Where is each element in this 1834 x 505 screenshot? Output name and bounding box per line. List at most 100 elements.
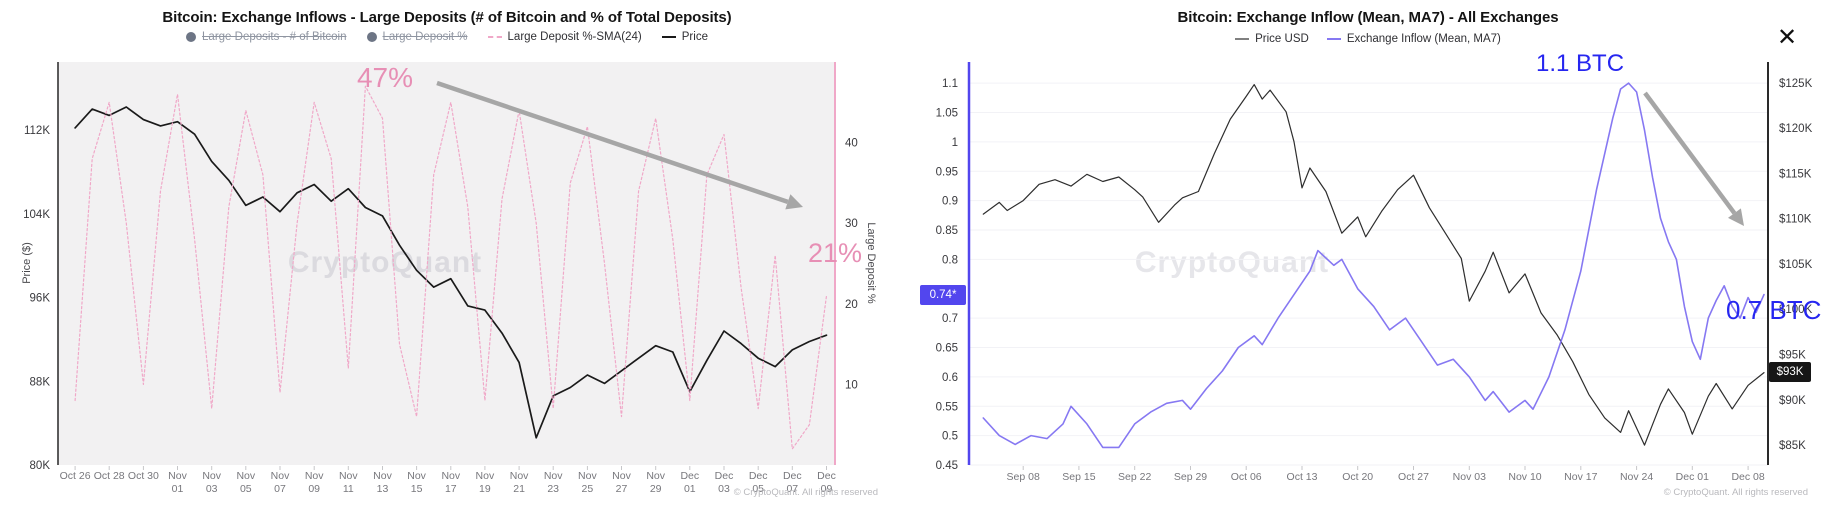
legend-item-price-usd[interactable]: Price USD [1235, 33, 1309, 45]
y-tick-label: 1.1 [942, 78, 958, 90]
x-tick-label: 05 [752, 483, 764, 495]
x-tick-label: Nov [407, 470, 426, 482]
x-tick-label: Nov [476, 470, 495, 482]
y-tick-label: 96K [30, 293, 51, 305]
y-tick-label: 0.6 [942, 372, 958, 384]
close-icon[interactable]: ✕ [1776, 23, 1798, 51]
legend-label: Price [681, 31, 708, 43]
x-tick-label: Nov [202, 470, 221, 482]
legend-dashed-line-icon [487, 36, 502, 38]
legend-label: Large Deposits - # of Bitcoin [202, 31, 347, 43]
trend-arrow [1643, 91, 1737, 215]
y-tick-label: 112K [24, 125, 50, 137]
y-tick-label: $110K [1779, 214, 1812, 226]
x-tick-label: 11 [343, 483, 354, 495]
annotation-1-1-btc: 1.1 BTC [1536, 50, 1625, 77]
x-tick-label: Oct 13 [1287, 471, 1318, 483]
y-tick-label: $120K [1779, 123, 1813, 135]
x-tick-label: Nov [612, 470, 631, 482]
y-tick-label: $105K [1779, 259, 1813, 271]
legend-item-exchange-inflow[interactable]: Exchange Inflow (Mean, MA7) [1326, 33, 1501, 45]
x-tick-label: Nov [510, 470, 529, 482]
series-exchange-inflow-ma7 [982, 82, 1765, 449]
y-axis-title-right: Large Deposit % [865, 222, 877, 304]
x-tick-label: Oct 26 [60, 470, 91, 482]
legend-item-large-deposit-sma[interactable]: Large Deposit %-SMA(24) [487, 31, 642, 43]
chart-title-large-deposits: Bitcoin: Exchange Inflows - Large Deposi… [162, 9, 732, 26]
trend-arrow-head [785, 194, 803, 210]
x-tick-label: Nov [271, 470, 290, 482]
legend-item-large-deposits-count[interactable]: Large Deposits - # of Bitcoin [186, 31, 347, 43]
x-tick-label: Nov [339, 470, 358, 482]
x-tick-label: 07 [274, 483, 286, 495]
x-tick-label: Oct 30 [128, 470, 159, 482]
legend-label: Large Deposit %-SMA(24) [507, 31, 642, 43]
x-tick-label: 03 [718, 483, 730, 495]
x-tick-label: Nov [305, 470, 324, 482]
y-tick-label: 20 [845, 299, 858, 311]
x-tick-label: Nov [578, 470, 597, 482]
x-tick-label: Nov 03 [1453, 471, 1486, 483]
x-tick-label: 01 [684, 483, 696, 495]
x-tick-label: Dec [783, 470, 802, 482]
x-tick-label: 07 [786, 483, 798, 495]
legend-line-icon [661, 36, 676, 38]
legend-label: Exchange Inflow (Mean, MA7) [1346, 33, 1501, 45]
legend-line-icon [1235, 38, 1250, 40]
x-tick-label: 25 [582, 483, 594, 495]
x-tick-label: Sep 22 [1118, 471, 1151, 483]
copyright-note: © CryptoQuant. All rights reserved [1663, 487, 1808, 498]
y-tick-label: 0.5 [942, 431, 958, 443]
legend-label: Large Deposit % [382, 31, 468, 43]
trend-arrow-head [1728, 208, 1744, 226]
copyright-note: © CryptoQuant. All rights reserved [733, 487, 878, 498]
x-tick-label: Dec [817, 470, 836, 482]
x-tick-label: Sep 15 [1062, 471, 1095, 483]
x-tick-label: Dec [715, 470, 734, 482]
legend-large-deposits: Large Deposits - # of Bitcoin Large Depo… [0, 31, 894, 43]
x-tick-label: Nov [544, 470, 563, 482]
y-tick-label: 0.7 [942, 313, 958, 325]
x-tick-label: Oct 27 [1398, 471, 1429, 483]
y-tick-label: 0.55 [936, 401, 958, 413]
x-tick-label: 15 [411, 483, 423, 495]
cryptoquant-watermark: CryptoQuant [288, 246, 482, 279]
x-tick-label: 23 [547, 483, 559, 495]
legend-exchange-inflow: Price USD Exchange Inflow (Mean, MA7) [950, 33, 1786, 45]
y-tick-label: 0.9 [942, 196, 958, 208]
x-tick-label: Dec 01 [1676, 471, 1709, 483]
y-tick-label: 10 [845, 379, 858, 391]
x-tick-label: Oct 20 [1342, 471, 1373, 483]
x-tick-label: Nov 17 [1564, 471, 1597, 483]
current-price-badge: $93K [1769, 362, 1811, 382]
y-tick-label: 80K [30, 460, 51, 472]
legend-label: Price USD [1255, 33, 1309, 45]
x-tick-label: 17 [445, 483, 457, 495]
x-tick-label: Nov [236, 470, 255, 482]
legend-item-price[interactable]: Price [661, 31, 708, 43]
series-price-usd [982, 83, 1765, 446]
x-tick-label: Nov 24 [1620, 471, 1653, 483]
annotation-0-7-btc: 0.7 BTC [1726, 295, 1822, 325]
x-tick-label: Nov [168, 470, 187, 482]
y-tick-label: 40 [845, 138, 858, 150]
y-tick-label: 0.8 [942, 254, 958, 266]
x-tick-label: Nov [373, 470, 392, 482]
x-tick-label: Sep 29 [1174, 471, 1207, 483]
legend-item-large-deposit-pct[interactable]: Large Deposit % [366, 31, 468, 43]
x-tick-label: Nov [646, 470, 665, 482]
y-tick-label: 0.45 [936, 460, 958, 472]
x-tick-label: 21 [513, 483, 525, 495]
x-tick-label: 19 [479, 483, 491, 495]
y-axis-title-left: Price ($) [21, 242, 33, 284]
x-tick-label: Dec [749, 470, 768, 482]
x-tick-label: 27 [616, 483, 628, 495]
x-tick-label: Oct 06 [1231, 471, 1262, 483]
series-price [74, 106, 828, 439]
y-tick-label: $125K [1779, 78, 1813, 90]
x-tick-label: 03 [206, 483, 218, 495]
annotation-21-percent: 21% [807, 238, 863, 268]
y-tick-label: $115K [1779, 168, 1812, 180]
y-tick-label: $85K [1779, 440, 1806, 452]
